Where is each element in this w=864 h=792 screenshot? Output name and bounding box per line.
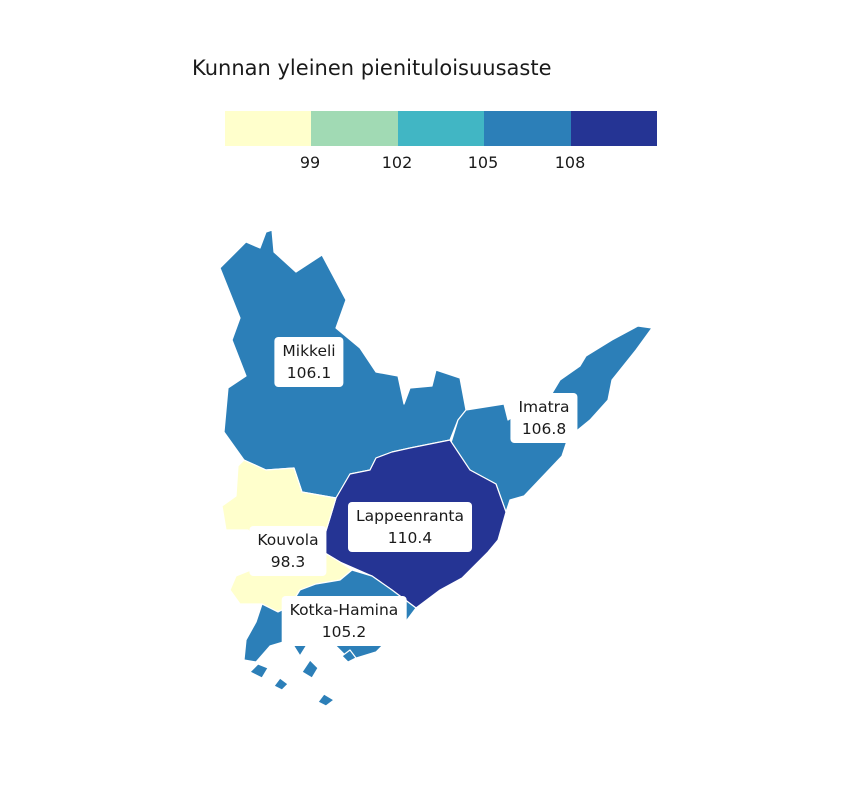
label-kotka-hamina-value: 105.2 — [321, 623, 367, 641]
label-lappeenranta: Lappeenranta 110.4 — [348, 502, 472, 552]
label-imatra: Imatra 106.8 — [510, 393, 578, 443]
legend-tick-105: 105 — [467, 153, 499, 172]
legend-tick-108: 108 — [554, 153, 586, 172]
label-kouvola: Kouvola 98.3 — [249, 526, 327, 576]
label-mikkeli: Mikkeli 106.1 — [274, 337, 344, 387]
label-imatra-value: 106.8 — [521, 420, 567, 438]
island-5 — [341, 649, 357, 663]
legend-bin-1 — [225, 111, 312, 146]
label-lappeenranta-name: Lappeenranta — [356, 507, 464, 525]
island-4 — [317, 693, 335, 707]
legend-bin-2 — [311, 111, 398, 146]
legend-bin-3 — [397, 111, 485, 146]
label-mikkeli-name: Mikkeli — [282, 342, 336, 360]
legend-tick-102: 102 — [381, 153, 413, 172]
island-1 — [249, 663, 269, 679]
label-lappeenranta-value: 110.4 — [387, 529, 433, 547]
island-2 — [273, 677, 289, 691]
label-mikkeli-value: 106.1 — [286, 364, 332, 382]
label-kotka-hamina: Kotka-Hamina 105.2 — [281, 596, 407, 646]
label-kotka-hamina-name: Kotka-Hamina — [289, 601, 399, 619]
legend-bin-5 — [570, 111, 658, 146]
legend-tick-99: 99 — [299, 153, 321, 172]
label-kouvola-name: Kouvola — [257, 531, 319, 549]
color-legend — [225, 111, 658, 147]
label-kouvola-value: 98.3 — [270, 553, 306, 571]
legend-bin-4 — [484, 111, 571, 146]
label-imatra-name: Imatra — [518, 398, 570, 416]
island-3 — [301, 659, 319, 679]
map-title: Kunnan yleinen pienituloisuusaste — [192, 56, 552, 80]
